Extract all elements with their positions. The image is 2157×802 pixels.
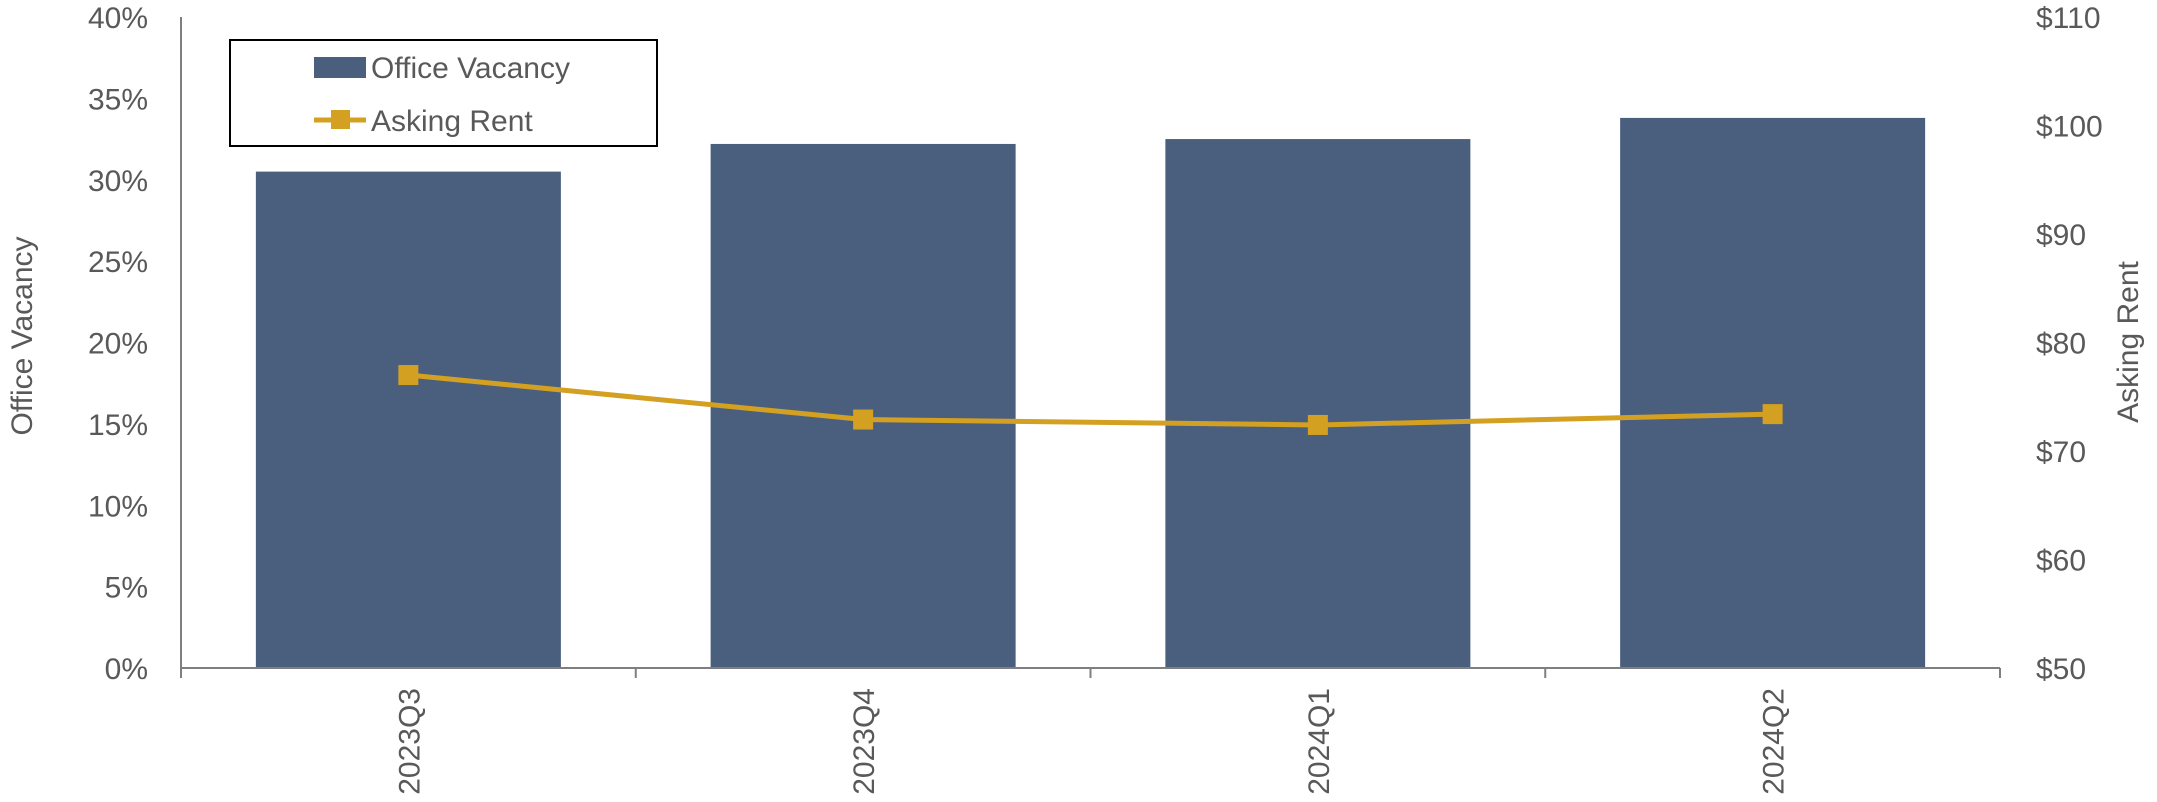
vacancy-bar-2024Q1 xyxy=(1165,139,1471,668)
legend: Office Vacancy Asking Rent xyxy=(229,39,658,147)
legend-marker-asking-rent xyxy=(331,110,350,129)
asking-rent-marker-2024Q1 xyxy=(1307,414,1328,435)
asking-rent-marker-2023Q4 xyxy=(853,409,874,430)
legend-box xyxy=(229,39,658,147)
x-tick-label-2024Q1: 2024Q1 xyxy=(1303,688,1336,795)
vacancy-bar-2023Q3 xyxy=(255,171,561,669)
legend-label-office-vacancy: Office Vacancy xyxy=(371,52,570,85)
right-tick-label: $60 xyxy=(2036,545,2086,578)
right-axis-title: Asking Rent xyxy=(2112,260,2145,422)
left-tick-label: 40% xyxy=(88,2,148,35)
legend-swatch-office-vacancy xyxy=(314,57,366,78)
vacancy-bars xyxy=(255,117,1926,669)
asking-rent-marker-2023Q3 xyxy=(398,365,419,386)
right-tick-label: $100 xyxy=(2036,111,2103,144)
x-axis xyxy=(180,17,2001,678)
left-tick-label: 35% xyxy=(88,83,148,116)
vacancy-bar-2023Q4 xyxy=(710,143,1016,668)
x-tick-label-2023Q3: 2023Q3 xyxy=(393,688,426,795)
left-axis-title: Office Vacancy xyxy=(6,237,39,436)
asking-rent-line-layer xyxy=(398,365,1783,435)
left-tick-label: 0% xyxy=(105,653,148,686)
right-axis-ticks: $50 $60 $70 $80 $90 $100 $110 xyxy=(2036,2,2103,686)
left-tick-label: 10% xyxy=(88,490,148,523)
right-tick-label: $110 xyxy=(2036,2,2101,35)
left-tick-label: 20% xyxy=(88,328,148,361)
left-axis-ticks: 0% 5% 10% 15% 20% 25% 30% 35% 40% xyxy=(88,2,148,686)
asking-rent-line xyxy=(408,372,1773,428)
left-tick-label: 5% xyxy=(105,572,148,605)
legend-label-asking-rent: Asking Rent xyxy=(371,105,533,138)
asking-rent-marker-2024Q2 xyxy=(1762,404,1783,425)
left-tick-label: 15% xyxy=(88,409,148,442)
right-tick-label: $50 xyxy=(2036,653,2086,686)
x-axis-tick-labels: 2023Q3 2023Q4 2024Q1 2024Q2 xyxy=(393,688,1790,795)
left-tick-label: 25% xyxy=(88,246,148,279)
vacancy-bar-2024Q2 xyxy=(1620,117,1926,668)
right-tick-label: $80 xyxy=(2036,328,2086,361)
left-tick-label: 30% xyxy=(88,165,148,198)
x-tick-label-2024Q2: 2024Q2 xyxy=(1758,688,1791,795)
right-tick-label: $90 xyxy=(2036,219,2086,252)
right-tick-label: $70 xyxy=(2036,436,2086,469)
x-tick-label-2023Q4: 2023Q4 xyxy=(848,688,881,795)
